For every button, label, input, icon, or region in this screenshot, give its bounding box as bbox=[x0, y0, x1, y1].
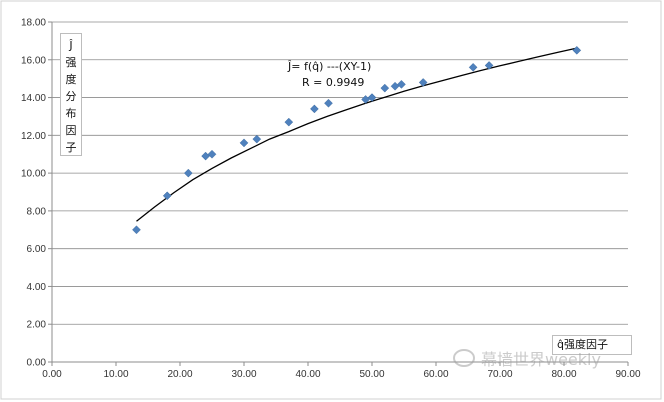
y-tick-label: 4.00 bbox=[27, 282, 47, 293]
x-tick-label: 90.00 bbox=[615, 369, 640, 380]
data-point bbox=[252, 134, 262, 144]
y-axis-label-char: 度 bbox=[65, 73, 77, 86]
data-point bbox=[484, 61, 494, 70]
data-point bbox=[162, 191, 172, 201]
x-tick-label: 60.00 bbox=[423, 369, 448, 380]
y-axis-label-char: 因 bbox=[65, 124, 77, 137]
y-tick-label: 8.00 bbox=[27, 206, 47, 217]
data-point bbox=[380, 83, 390, 93]
data-point bbox=[132, 225, 141, 235]
data-point bbox=[239, 138, 249, 148]
data-point bbox=[397, 79, 406, 89]
wechat-icon bbox=[453, 349, 475, 367]
watermark-text: 幕墙世界weekly bbox=[481, 350, 601, 369]
watermark: 幕墙世界weekly bbox=[453, 346, 601, 370]
equation-annotation: Ĵ= f(q̂) ---(XY-1) bbox=[287, 60, 371, 73]
x-tick-label: 0.00 bbox=[42, 369, 62, 380]
y-axis-label-char: 强 bbox=[65, 56, 77, 69]
y-tick-label: 0.00 bbox=[27, 358, 47, 369]
y-tick-label: 10.00 bbox=[21, 169, 46, 180]
data-point bbox=[367, 93, 377, 102]
data-point bbox=[310, 104, 319, 114]
y-tick-label: 12.00 bbox=[21, 131, 46, 142]
y-tick-label: 14.00 bbox=[21, 93, 46, 104]
y-axis-label-char: Ĵ bbox=[69, 39, 73, 52]
data-point bbox=[418, 78, 428, 87]
x-tick-label: 70.00 bbox=[487, 369, 512, 380]
trendline bbox=[136, 47, 577, 222]
data-point bbox=[572, 45, 582, 55]
x-tick-label: 80.00 bbox=[551, 369, 576, 380]
data-point bbox=[183, 168, 193, 178]
data-point bbox=[284, 117, 294, 127]
y-tick-label: 16.00 bbox=[21, 55, 46, 66]
y-tick-label: 2.00 bbox=[27, 320, 47, 331]
x-tick-label: 30.00 bbox=[231, 369, 256, 380]
y-tick-label: 6.00 bbox=[27, 244, 47, 255]
data-point bbox=[390, 81, 400, 91]
x-tick-label: 50.00 bbox=[359, 369, 384, 380]
y-axis-label-char: 子 bbox=[65, 141, 77, 154]
equation-annotation: R = 0.9949 bbox=[302, 76, 364, 89]
data-point bbox=[201, 151, 210, 161]
x-tick-label: 20.00 bbox=[167, 369, 192, 380]
data-point bbox=[207, 149, 217, 159]
y-axis-label-char: 分 bbox=[65, 90, 77, 103]
x-tick-label: 40.00 bbox=[295, 369, 320, 380]
y-tick-label: 18.00 bbox=[21, 18, 46, 29]
x-tick-label: 10.00 bbox=[103, 369, 128, 380]
y-axis-label-char: 布 bbox=[65, 107, 77, 120]
data-point bbox=[324, 98, 333, 108]
x-axis-label: q̂强度因子 bbox=[552, 335, 632, 355]
data-point bbox=[468, 62, 478, 72]
